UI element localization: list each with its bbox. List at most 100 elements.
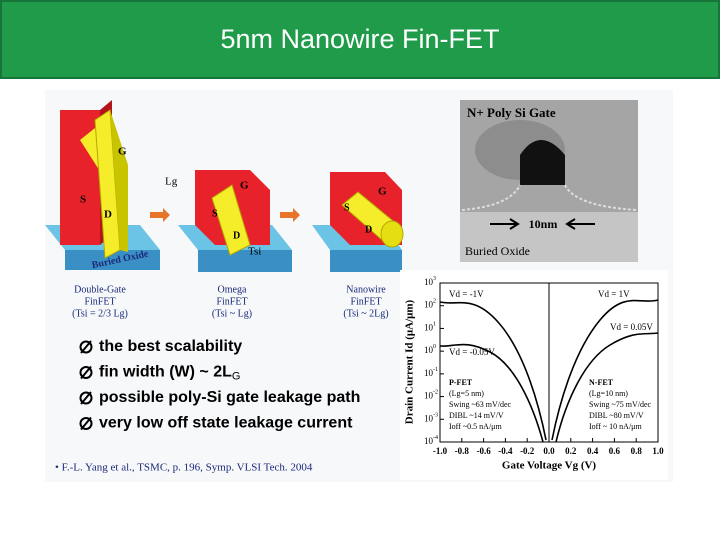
- shape: [330, 250, 402, 272]
- marker-slash: [80, 340, 92, 354]
- drain-label: D: [104, 209, 112, 221]
- device-caption: FinFET: [216, 296, 247, 307]
- bullet-text: possible poly-Si gate leakage path: [99, 389, 360, 406]
- gate-label: G: [240, 180, 249, 192]
- source-label: S: [212, 208, 218, 219]
- bullet-marker: [79, 416, 93, 431]
- bullet-text-main: possible poly-Si gate leakage path: [99, 389, 360, 406]
- device-omega: [178, 170, 292, 272]
- plot-labels: -1.0 -0.8 -0.6 -0.4 -0.2 0.0 0.2 0.4 0.6 0.8 1.010…: [424, 276, 664, 456]
- oxide-region: [460, 212, 638, 262]
- y-tick-label: 101: [424, 322, 436, 333]
- bullet-text: the best scalability: [99, 338, 242, 355]
- thickness-label: Tsi: [248, 246, 261, 258]
- device-caption: (Tsi ~ Lg): [212, 308, 252, 319]
- y-tick-label: 103: [424, 276, 436, 287]
- bullet-text-main: the best scalability: [99, 338, 242, 355]
- oxide-boundary: [461, 184, 637, 211]
- marker-ring: [79, 391, 93, 405]
- y-tick-exp: -1: [433, 367, 438, 373]
- bullet-text-main: fin width (W) ~ 2L: [99, 364, 232, 381]
- shape: [551, 299, 659, 441]
- nfet-note: Ioff ~ 10 nA/μm: [589, 422, 642, 431]
- curve-label: Vd = -0.05V: [449, 347, 495, 357]
- pfet-note: Ioff ~0.5 nA/μm: [449, 422, 502, 431]
- citation: • F.-L. Yang et al., TSMC, p. 196, Symp.…: [55, 462, 313, 474]
- y-tick-base: 10: [424, 300, 434, 310]
- drain-label: D: [233, 230, 240, 241]
- drain-label: D: [365, 224, 372, 235]
- x-tick-label: 0.6: [609, 446, 621, 456]
- y-tick-exp: -4: [433, 435, 438, 441]
- y-tick-base: 10: [424, 413, 434, 423]
- gate-label: G: [118, 146, 127, 158]
- pfet-note: (Lg=5 nm): [449, 389, 484, 398]
- x-axis-label: Gate Voltage Vg (V): [502, 460, 597, 472]
- nfet-note: (Lg=10 nm): [589, 389, 628, 398]
- curve-label: Vd = -1V: [449, 289, 484, 299]
- y-tick-base: 10: [424, 277, 434, 287]
- bullet-text: fin width (W) ~ 2LG: [99, 364, 240, 383]
- source-label: S: [80, 194, 86, 206]
- x-tick-label: -0.2: [520, 446, 535, 456]
- tem-gate-label: N+ Poly Si Gate: [467, 105, 556, 120]
- shape: [380, 220, 404, 248]
- bullet-marker: [79, 365, 93, 380]
- y-tick-base: 10: [424, 345, 434, 355]
- bullet-marker: [79, 340, 93, 354]
- y-tick-exp: -3: [433, 413, 438, 419]
- x-tick-label: 0.0: [543, 446, 555, 456]
- y-tick-label: 100: [424, 345, 436, 356]
- device-caption: Nanowire: [346, 284, 386, 295]
- shape: [110, 110, 128, 252]
- y-tick-base: 10: [424, 368, 434, 378]
- marker-slash: [80, 416, 92, 431]
- device-caption: Double-Gate: [74, 284, 126, 295]
- device-caption: (Tsi = 2/3 Lg): [72, 308, 128, 319]
- y-tick-label: 102: [424, 299, 436, 310]
- marker-slash: [80, 365, 92, 380]
- source-label: S: [344, 202, 350, 213]
- plot-background: [400, 270, 668, 480]
- device-caption: Omega: [218, 284, 247, 295]
- pfet-note: DIBL ~14 mV/V: [449, 411, 504, 420]
- scale-arrows: [490, 218, 595, 230]
- marker-ring: [79, 366, 93, 379]
- bullet-marker: [79, 391, 93, 405]
- y-tick-base: 10: [424, 436, 434, 446]
- nfet-note: Swing ~75 mV/dec: [589, 400, 652, 409]
- marker-ring: [79, 340, 93, 354]
- curve-label: Vd = 1V: [598, 289, 630, 299]
- shape: [198, 250, 292, 272]
- device-caption: FinFET: [350, 296, 381, 307]
- bullet-subscript: G: [232, 370, 241, 382]
- marker-slash: [80, 391, 92, 405]
- nfet-note: N-FET: [589, 378, 614, 387]
- curve-label: Vd = 0.05V: [610, 322, 653, 332]
- y-tick-exp: 2: [433, 299, 436, 305]
- x-tick-label: -1.0: [433, 446, 448, 456]
- y-tick-exp: 1: [433, 322, 436, 328]
- iv-curves: [439, 299, 659, 443]
- marker-ring: [79, 417, 93, 430]
- nfet-note: DIBL ~80 mV/V: [589, 411, 644, 420]
- y-tick-label: 10-4: [424, 435, 438, 446]
- x-tick-label: 0.4: [587, 446, 599, 456]
- shape: [439, 301, 547, 441]
- device-caption: (Tsi ~ 2Lg): [343, 308, 388, 319]
- title: 5nm Nanowire Fin-FET: [220, 24, 499, 54]
- y-tick-exp: -2: [433, 390, 438, 396]
- x-tick-label: -0.6: [476, 446, 491, 456]
- shape: [555, 332, 659, 443]
- nanowire: [520, 140, 565, 185]
- device-double-gate: [45, 100, 160, 270]
- title-bar: [0, 0, 720, 79]
- gate-length-label: Lg: [165, 176, 178, 188]
- device-caption: FinFET: [84, 296, 115, 307]
- x-tick-label: -0.4: [498, 446, 513, 456]
- shape: [211, 184, 251, 256]
- y-tick-exp: 0: [433, 345, 436, 351]
- y-tick-base: 10: [424, 391, 434, 401]
